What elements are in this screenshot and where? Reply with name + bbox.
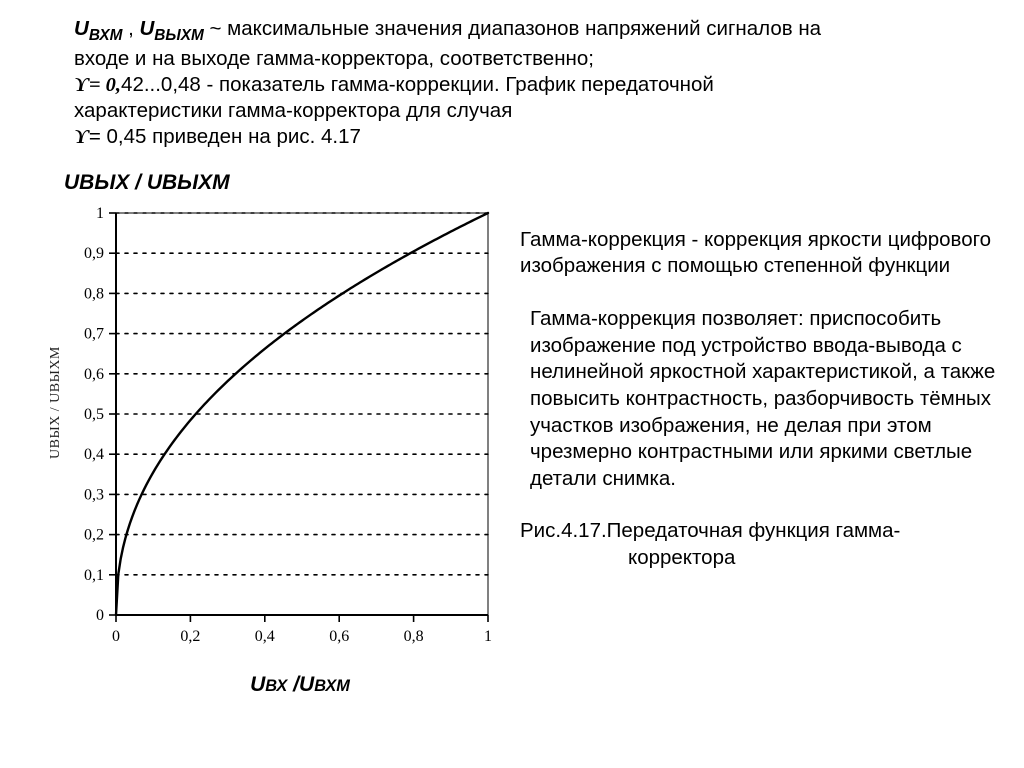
gamma-symbol-1: ϒ= 0, xyxy=(74,74,121,96)
gamma-symbol-2: ϒ xyxy=(74,126,89,148)
chart-column: UВЫХ / UВЫХМ 0 0,2 0,4 0,6 0,8 1 0 0,1 0,2 0,3 0,4… xyxy=(20,199,520,697)
svg-text:1: 1 xyxy=(96,205,104,222)
page-root: UВХМ , UВЫХМ ~ максимальные значения диа… xyxy=(0,0,1024,768)
svg-text:0: 0 xyxy=(96,607,104,624)
svg-text:0,8: 0,8 xyxy=(84,285,104,302)
svg-text:0,5: 0,5 xyxy=(84,406,104,423)
intro-paragraph: UВХМ , UВЫХМ ~ максимальные значения диа… xyxy=(74,16,1004,151)
svg-text:0,3: 0,3 xyxy=(84,486,104,503)
svg-text:0,7: 0,7 xyxy=(84,325,104,342)
intro-line4: характеристики гамма-корректора для случ… xyxy=(74,99,512,122)
intro-line3-rest: 42...0,48 - показатель гамма-коррекции. … xyxy=(121,73,714,96)
chart-y-rotated-label: UВЫХ / UВЫХМ xyxy=(48,346,64,459)
svg-text:0,4: 0,4 xyxy=(84,446,104,463)
svg-text:0,9: 0,9 xyxy=(84,245,104,262)
intro-line5-rest: = 0,45 приведен на рис. 4.17 xyxy=(89,125,361,148)
gamma-chart-svg: 0 0,2 0,4 0,6 0,8 1 0 0,1 0,2 0,3 0,4 0,5 0,6 0,7 0,8 0… xyxy=(30,199,510,659)
svg-text:0,6: 0,6 xyxy=(84,366,104,383)
axis-title-top: UВЫХ / UВЫХМ xyxy=(64,171,1004,195)
svg-text:0,1: 0,1 xyxy=(84,567,104,584)
gamma-benefits-paragraph: Гамма-коррекция позволяет: приспособить … xyxy=(520,306,1004,492)
symbol-uvyxm: UВЫХМ xyxy=(139,17,203,40)
svg-text:0: 0 xyxy=(112,628,120,645)
intro-line1-rest: ~ максимальные значения диапазонов напря… xyxy=(209,17,821,40)
svg-text:0,4: 0,4 xyxy=(255,628,275,645)
svg-text:0,2: 0,2 xyxy=(180,628,200,645)
figure-caption-line2: корректора xyxy=(520,545,1004,571)
symbol-uvxm: UВХМ xyxy=(74,17,122,40)
gamma-chart: UВЫХ / UВЫХМ 0 0,2 0,4 0,6 0,8 1 0 0,1 0,2 0,3 0,4… xyxy=(30,199,510,669)
intro-sep: , xyxy=(128,17,139,40)
figure-caption-line1: Рис.4.17.Передаточная функция гамма- xyxy=(520,519,900,542)
intro-line2: входе и на выходе гамма-корректора, соот… xyxy=(74,47,594,70)
svg-text:0,8: 0,8 xyxy=(404,628,424,645)
right-text-column: Гамма-коррекция - коррекция яркости цифр… xyxy=(520,199,1004,571)
svg-text:0,6: 0,6 xyxy=(329,628,349,645)
gamma-def-paragraph: Гамма-коррекция - коррекция яркости цифр… xyxy=(520,227,1004,280)
content-row: UВЫХ / UВЫХМ 0 0,2 0,4 0,6 0,8 1 0 0,1 0,2 0,3 0,4… xyxy=(20,199,1004,697)
figure-caption: Рис.4.17.Передаточная функция гамма- кор… xyxy=(520,518,1004,570)
svg-text:1: 1 xyxy=(484,628,492,645)
svg-text:0,2: 0,2 xyxy=(84,526,104,543)
axis-title-bottom: UВХ /UВХМ xyxy=(80,673,520,697)
